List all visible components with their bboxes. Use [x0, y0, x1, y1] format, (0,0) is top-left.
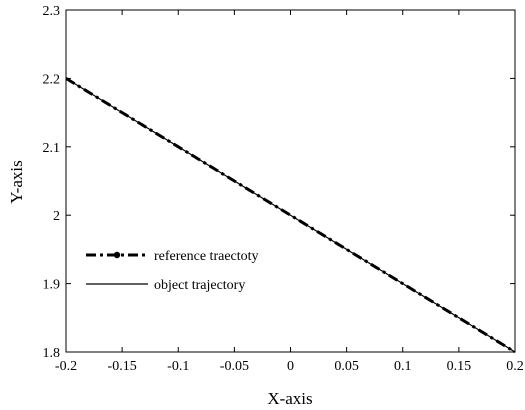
legend-marker-reference: [113, 251, 121, 259]
x-tick-label: -0.05: [220, 359, 249, 374]
series-layer: [65, 77, 516, 354]
y-axis-label: Y-axis: [7, 160, 26, 203]
series-line-object-trajectory: [65, 77, 516, 353]
y-tick-label: 1.8: [43, 346, 61, 361]
x-tick-label: -0.2: [55, 359, 77, 374]
x-axis-ticks: -0.2 -0.15 -0.1 -0.05 0 0.05 0.1 0.15 0.2: [55, 10, 524, 374]
x-axis-label: X-axis: [267, 389, 312, 408]
legend-label-reference: reference traectoty: [154, 249, 259, 264]
y-tick-label: 2.2: [43, 72, 61, 87]
x-tick-label: 0.2: [506, 359, 524, 374]
x-tick-label: 0: [287, 359, 294, 374]
x-tick-label: -0.15: [108, 359, 137, 374]
y-tick-label: 1.9: [43, 278, 61, 293]
plot-area: [65, 9, 516, 353]
legend: reference traectoty object trajectory: [86, 249, 259, 293]
y-tick-label: 2.3: [43, 4, 61, 19]
x-tick-label: 0.1: [394, 359, 412, 374]
x-tick-label: -0.1: [167, 359, 189, 374]
legend-label-object: object trajectory: [154, 278, 245, 293]
x-tick-label: 0.05: [334, 359, 359, 374]
y-axis-ticks: 1.8 1.9 2 2.1 2.2 2.3: [43, 4, 515, 361]
y-tick-label: 2.1: [43, 141, 61, 156]
x-tick-label: 0.15: [447, 359, 472, 374]
plot-frame: [65, 9, 516, 353]
y-tick-label: 2: [53, 209, 60, 224]
